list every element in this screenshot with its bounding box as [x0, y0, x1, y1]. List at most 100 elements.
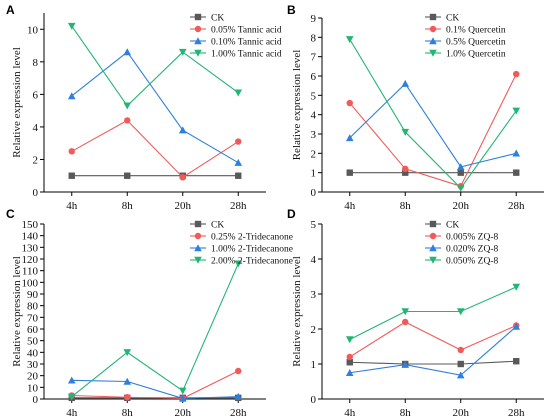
data-point	[401, 360, 410, 368]
legend-marker	[429, 13, 437, 21]
y-tick-label: 7	[311, 52, 317, 64]
series-line	[71, 379, 239, 399]
y-tick-label: 8	[33, 57, 39, 69]
y-tick-label: 0	[33, 187, 39, 199]
chart-panel-a: A 0 2 4 6 8 10 4h 8h 20h 28h Relative expression le…	[6, 3, 282, 212]
legend-marker	[194, 244, 202, 252]
legend-label: 0.10% Tannic acid	[211, 38, 282, 48]
x-tick-label: 4h	[344, 407, 356, 419]
y-tick-label: 1	[311, 359, 317, 371]
x-tick-label: 8h	[400, 407, 412, 419]
y-tick-label: 5	[311, 90, 317, 102]
x-tick-label: 20h	[453, 407, 470, 419]
data-point	[401, 79, 410, 87]
series-line	[349, 360, 517, 365]
data-point	[234, 89, 243, 97]
series-line	[349, 321, 517, 358]
y-tick-label: 20	[27, 371, 39, 383]
y-axis-label: Relative expression level	[11, 47, 23, 158]
y-tick-label: 5	[311, 219, 317, 231]
legend-marker	[429, 37, 437, 45]
data-point	[346, 359, 353, 366]
x-tick-label: 8h	[122, 407, 134, 419]
data-point	[345, 368, 354, 376]
legend-marker	[194, 37, 202, 45]
y-tick-label: 150	[22, 219, 39, 231]
series-line	[71, 51, 239, 164]
data-point	[456, 308, 465, 316]
data-point	[345, 134, 354, 142]
legend-marker	[194, 220, 202, 228]
data-point	[235, 172, 242, 179]
legend-label: CK	[211, 14, 224, 24]
data-point	[513, 169, 520, 176]
panel-letter: C	[6, 207, 15, 221]
data-point	[178, 394, 187, 402]
data-point	[512, 322, 521, 330]
data-point	[123, 377, 132, 385]
legend-label: 0.5% Quercetin	[446, 38, 506, 48]
data-point	[345, 36, 354, 44]
legend-label: 0.005% ZQ-8	[446, 233, 498, 243]
legend-marker	[429, 49, 437, 57]
y-tick-label: 1	[311, 168, 317, 180]
y-tick-label: 80	[27, 301, 39, 313]
legend-label: 0.05% Tannic acid	[211, 26, 282, 36]
data-point	[401, 308, 410, 316]
data-point	[402, 169, 409, 176]
chart-panel-d: D 0 1 2 3 4 5 4h 8h 20h 28h Relative expression lev…	[287, 207, 544, 419]
y-tick-label: 120	[22, 254, 39, 266]
data-point	[235, 138, 242, 145]
data-point	[234, 392, 243, 400]
chart-panel-b: B 0 1 2 3 4 5 6 7 8 9 4h 8h 20h 28h Relative expression…	[287, 3, 544, 212]
series-line	[71, 370, 239, 399]
legend-marker	[194, 49, 202, 57]
data-point	[456, 371, 465, 379]
x-tick-label: 8h	[400, 200, 412, 212]
data-point	[124, 394, 131, 401]
series-line	[71, 263, 239, 398]
y-tick-label: 100	[22, 277, 39, 289]
data-point	[346, 353, 353, 361]
legend-label: CK	[446, 14, 459, 24]
y-tick-label: 4	[311, 110, 317, 122]
data-point	[402, 165, 409, 172]
data-point	[67, 393, 76, 401]
panel-letter: B	[287, 3, 296, 17]
x-tick-label: 28h	[508, 200, 525, 212]
data-point	[402, 318, 409, 326]
data-point	[235, 367, 242, 375]
data-point	[457, 169, 464, 176]
data-point	[67, 376, 76, 384]
series-line	[71, 119, 239, 179]
legend-marker	[194, 232, 202, 240]
y-tick-label: 10	[27, 24, 39, 36]
y-tick-label: 50	[27, 336, 39, 348]
data-point	[513, 358, 520, 365]
series-line	[349, 82, 517, 168]
data-point	[123, 48, 132, 56]
data-point	[179, 174, 186, 181]
y-tick-label: 4	[311, 254, 317, 266]
y-tick-label: 10	[27, 382, 39, 394]
data-point	[68, 172, 75, 179]
data-point	[513, 70, 520, 78]
legend-label: 2.00% 2-Tridecanone	[211, 257, 293, 267]
y-tick-label: 90	[27, 289, 39, 301]
data-point	[401, 128, 410, 136]
data-point	[456, 184, 465, 192]
legend-marker	[429, 244, 437, 252]
x-tick-label: 8h	[122, 200, 134, 212]
y-axis-label: Relative expression level	[291, 256, 303, 367]
panel-letter: D	[287, 207, 296, 221]
legend-marker	[429, 232, 437, 240]
series-line	[349, 326, 517, 376]
x-tick-label: 20h	[453, 200, 470, 212]
series-line	[71, 25, 239, 107]
legend-label: 0.020% ZQ-8	[446, 245, 498, 255]
legend-label: 1.00% Tannic acid	[211, 50, 282, 60]
y-tick-label: 70	[27, 312, 39, 324]
y-tick-label: 2	[311, 324, 317, 336]
y-tick-label: 3	[311, 129, 317, 141]
